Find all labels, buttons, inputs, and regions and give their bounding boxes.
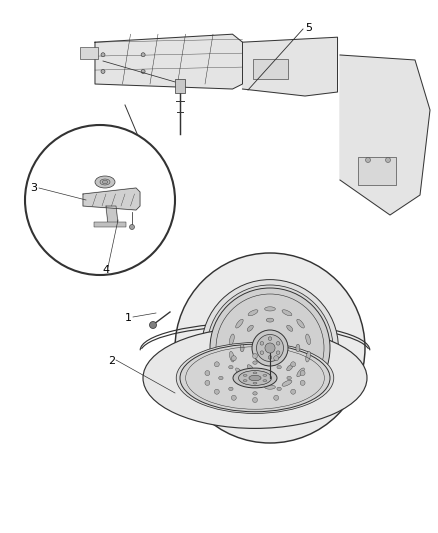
Circle shape [365,157,371,163]
Polygon shape [106,206,118,224]
Ellipse shape [291,389,296,394]
Circle shape [130,224,134,230]
Ellipse shape [263,379,267,382]
Circle shape [257,335,283,361]
Circle shape [201,280,339,416]
Ellipse shape [253,398,258,402]
Ellipse shape [231,356,236,361]
Ellipse shape [265,307,276,311]
Polygon shape [83,188,140,210]
Ellipse shape [253,361,257,365]
Ellipse shape [100,179,110,185]
Ellipse shape [282,380,292,386]
Circle shape [260,351,264,354]
Ellipse shape [240,344,244,352]
Ellipse shape [239,370,272,385]
Ellipse shape [263,375,267,376]
Ellipse shape [296,344,300,352]
Circle shape [210,288,330,408]
Ellipse shape [300,370,305,376]
Ellipse shape [306,351,311,362]
Circle shape [101,69,105,74]
Circle shape [268,337,272,341]
Ellipse shape [253,392,257,395]
Bar [358,157,396,185]
Ellipse shape [247,365,253,371]
Ellipse shape [265,385,276,389]
Circle shape [207,285,333,411]
Ellipse shape [243,375,247,376]
Polygon shape [340,55,430,215]
Bar [175,79,185,93]
Polygon shape [243,37,338,96]
Ellipse shape [277,387,281,391]
Text: 5: 5 [305,23,312,33]
Ellipse shape [95,176,115,188]
Circle shape [276,342,280,345]
Ellipse shape [287,376,291,379]
Ellipse shape [253,382,257,384]
Circle shape [260,342,264,345]
Circle shape [101,53,105,56]
Circle shape [385,157,391,163]
Ellipse shape [253,372,257,374]
Ellipse shape [243,379,247,382]
Circle shape [141,53,145,56]
Circle shape [265,343,275,353]
Ellipse shape [300,381,305,385]
Ellipse shape [291,362,296,367]
Circle shape [175,253,365,443]
Ellipse shape [233,368,277,388]
Text: 2: 2 [108,356,115,366]
Ellipse shape [249,375,261,381]
Circle shape [149,321,156,328]
Ellipse shape [229,387,233,391]
Ellipse shape [143,328,367,429]
Bar [252,59,287,79]
Ellipse shape [214,389,219,394]
Circle shape [25,125,175,275]
Ellipse shape [266,318,274,322]
Ellipse shape [214,362,219,367]
Ellipse shape [306,334,311,345]
Ellipse shape [274,395,279,400]
Ellipse shape [219,376,223,379]
Ellipse shape [176,343,334,414]
Ellipse shape [248,380,258,386]
Text: 3: 3 [30,183,37,193]
Ellipse shape [102,180,108,184]
Circle shape [268,356,272,359]
Text: 4: 4 [102,265,109,275]
Ellipse shape [287,365,293,371]
Ellipse shape [205,381,210,385]
Ellipse shape [229,366,233,369]
Ellipse shape [274,356,279,361]
Text: 1: 1 [125,313,132,323]
Circle shape [276,351,280,354]
Ellipse shape [236,319,243,328]
Ellipse shape [253,353,258,359]
Ellipse shape [277,366,281,369]
Bar [80,47,98,59]
Polygon shape [95,34,243,89]
Bar [94,222,126,227]
Circle shape [141,69,145,74]
Ellipse shape [297,319,304,328]
Ellipse shape [236,368,243,377]
Ellipse shape [266,374,274,378]
Ellipse shape [297,368,304,377]
Ellipse shape [231,395,236,400]
Ellipse shape [230,334,234,345]
Ellipse shape [180,344,330,412]
Ellipse shape [282,310,292,316]
Circle shape [252,330,288,366]
Ellipse shape [287,325,293,332]
Ellipse shape [230,351,234,362]
Ellipse shape [248,310,258,316]
Ellipse shape [247,325,253,332]
Ellipse shape [205,370,210,376]
